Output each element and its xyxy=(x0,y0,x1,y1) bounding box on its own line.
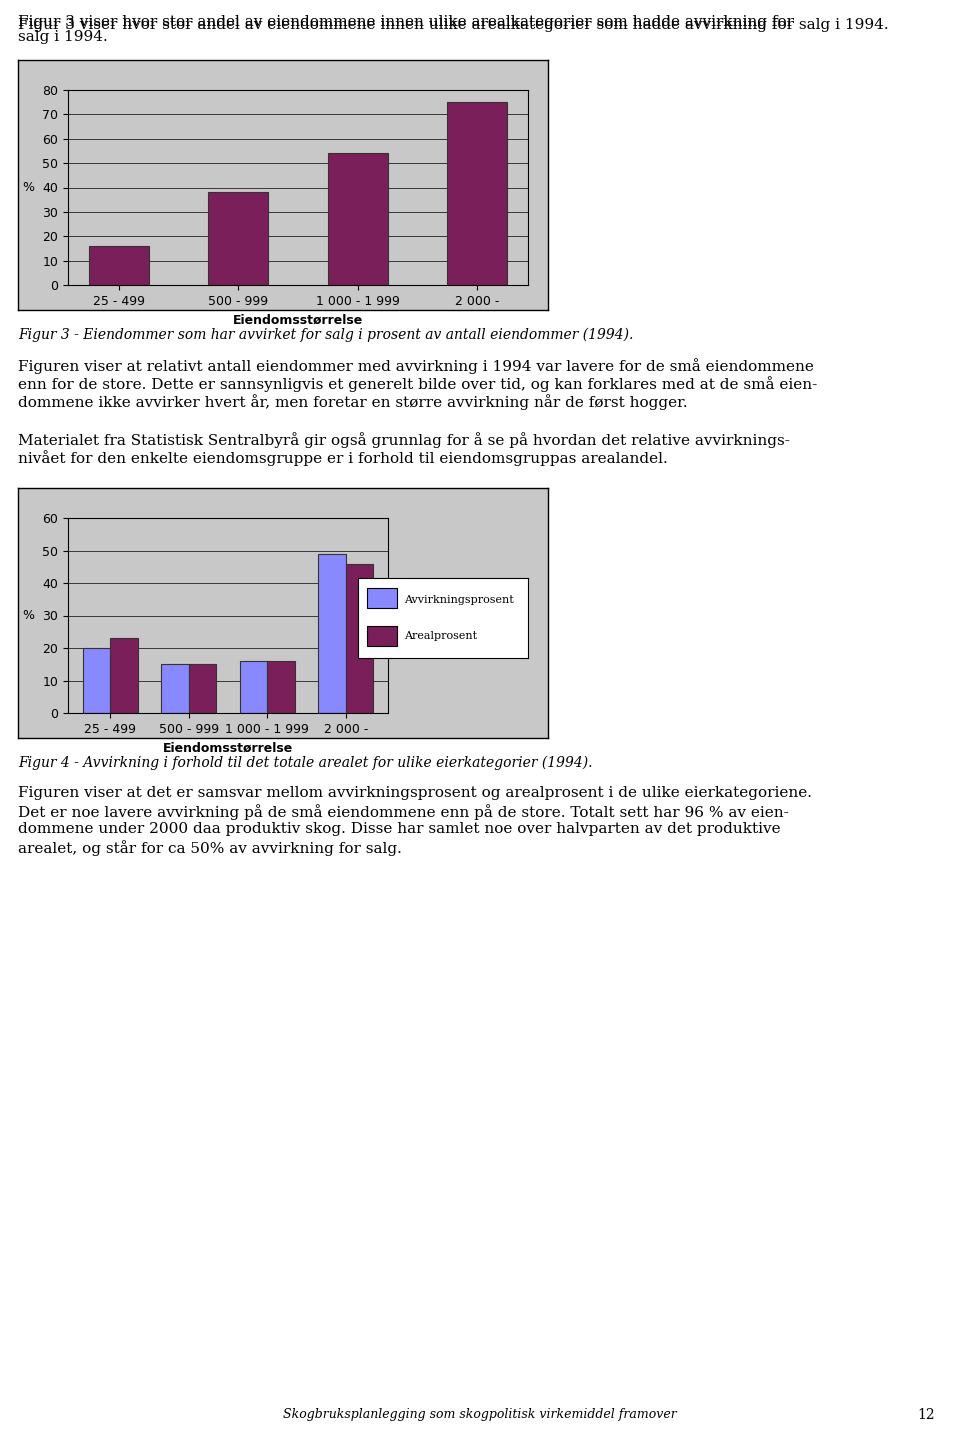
Text: 12: 12 xyxy=(918,1408,935,1422)
Text: nivået for den enkelte eiendomsgruppe er i forhold til eiendomsgruppas arealande: nivået for den enkelte eiendomsgruppe er… xyxy=(18,450,668,466)
Text: Figur 3 - Eiendommer som har avvirket for salg i prosent av antall eiendommer (1: Figur 3 - Eiendommer som har avvirket fo… xyxy=(18,328,634,342)
Y-axis label: %: % xyxy=(22,181,35,194)
Bar xyxy=(208,193,268,285)
Bar xyxy=(161,664,189,713)
Text: Figuren viser at det er samsvar mellom avvirkningsprosent og arealprosent i de u: Figuren viser at det er samsvar mellom a… xyxy=(18,787,812,800)
Bar xyxy=(89,246,149,285)
Text: Figur 3 viser hvor stor andel av eiendommene innen ulike arealkategorier som had: Figur 3 viser hvor stor andel av eiendom… xyxy=(18,14,794,29)
Text: Materialet fra Statistisk Sentralbyrå gir også grunnlag for å se på hvordan det : Materialet fra Statistisk Sentralbyrå gi… xyxy=(18,431,790,447)
Text: Figur 3 viser hvor stor andel av eiendommene innen ulike arealkategorier som had: Figur 3 viser hvor stor andel av eiendom… xyxy=(18,19,889,32)
Bar xyxy=(367,626,397,646)
Y-axis label: %: % xyxy=(22,610,35,623)
Text: salg i 1994.: salg i 1994. xyxy=(18,30,108,45)
Bar xyxy=(346,564,373,713)
Text: Avvirkningsprosent: Avvirkningsprosent xyxy=(404,595,514,605)
Bar xyxy=(267,661,295,713)
Text: Figur 4 - Avvirkning i forhold til det totale arealet for ulike eierkategorier (: Figur 4 - Avvirkning i forhold til det t… xyxy=(18,756,592,771)
Text: Det er noe lavere avvirkning på de små eiendommene enn på de store. Totalt sett : Det er noe lavere avvirkning på de små e… xyxy=(18,804,789,820)
Text: arealet, og står for ca 50% av avvirkning for salg.: arealet, og står for ca 50% av avvirknin… xyxy=(18,840,402,856)
Bar xyxy=(367,588,397,608)
Bar xyxy=(328,154,388,285)
Bar xyxy=(110,638,137,713)
Text: Skogbruksplanlegging som skogpolitisk virkemiddel framover: Skogbruksplanlegging som skogpolitisk vi… xyxy=(283,1408,677,1421)
Text: Figuren viser at relativt antall eiendommer med avvirkning i 1994 var lavere for: Figuren viser at relativt antall eiendom… xyxy=(18,358,814,374)
X-axis label: Eiendomsstørrelse: Eiendomsstørrelse xyxy=(233,313,363,326)
Text: dommene under 2000 daa produktiv skog. Disse har samlet noe over halvparten av d: dommene under 2000 daa produktiv skog. D… xyxy=(18,823,780,835)
X-axis label: Eiendomsstørrelse: Eiendomsstørrelse xyxy=(163,741,293,755)
Bar xyxy=(240,661,267,713)
Text: dommene ikke avvirker hvert år, men foretar en større avvirkning når de først ho: dommene ikke avvirker hvert år, men fore… xyxy=(18,394,687,410)
Bar xyxy=(83,649,110,713)
Text: Arealprosent: Arealprosent xyxy=(404,631,477,641)
Bar xyxy=(447,102,507,285)
Text: enn for de store. Dette er sannsynligvis et generelt bilde over tid, og kan fork: enn for de store. Dette er sannsynligvis… xyxy=(18,375,817,393)
Bar xyxy=(189,664,216,713)
Bar xyxy=(319,554,346,713)
